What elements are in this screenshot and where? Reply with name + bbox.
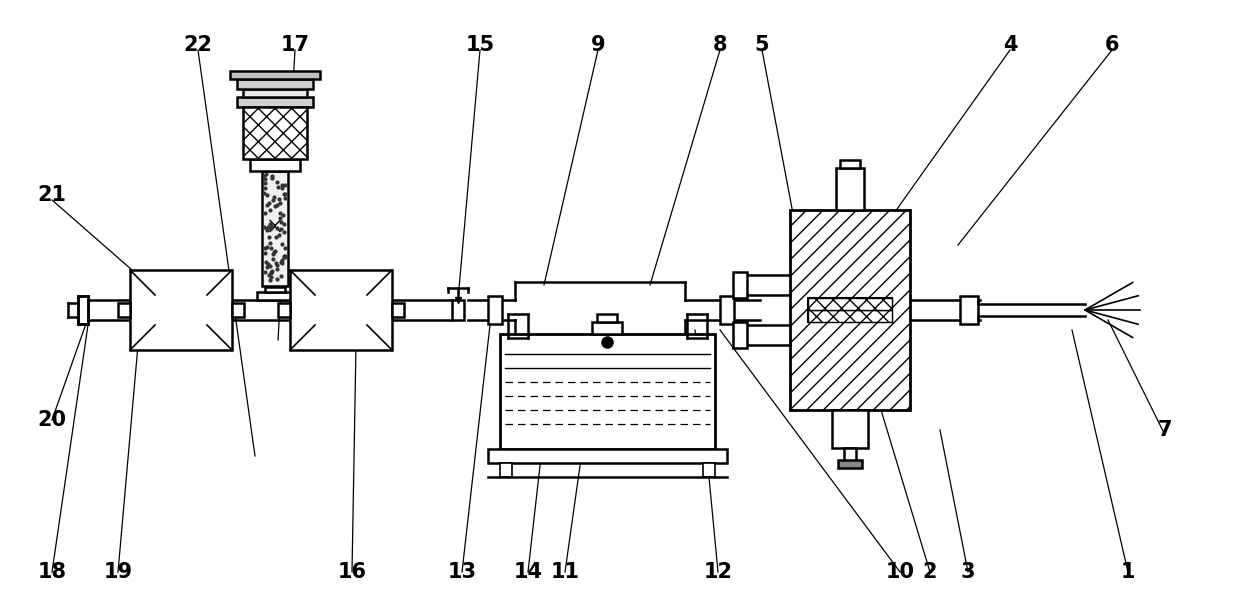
Bar <box>78 296 88 324</box>
Bar <box>844 448 856 462</box>
Bar <box>839 160 861 168</box>
Bar <box>237 79 312 89</box>
Text: 15: 15 <box>465 35 495 55</box>
Text: 6: 6 <box>1105 35 1120 55</box>
Bar <box>265 287 285 292</box>
Bar <box>489 449 727 463</box>
Bar <box>808 298 892 322</box>
Bar <box>720 296 734 324</box>
Bar <box>808 310 892 322</box>
Text: 22: 22 <box>184 35 212 55</box>
Text: 16: 16 <box>337 562 367 582</box>
Text: 20: 20 <box>37 410 67 430</box>
Text: 2: 2 <box>923 562 937 582</box>
Bar <box>733 322 746 348</box>
Bar <box>262 171 288 286</box>
Bar <box>290 270 392 350</box>
Bar <box>500 463 512 477</box>
Bar <box>232 303 244 317</box>
Text: 8: 8 <box>713 35 727 55</box>
Text: 7: 7 <box>1158 420 1172 440</box>
Text: 17: 17 <box>280 35 310 55</box>
Bar <box>243 89 308 97</box>
Text: 5: 5 <box>755 35 769 55</box>
Text: 19: 19 <box>103 562 133 582</box>
Text: 3: 3 <box>961 562 975 582</box>
Bar <box>257 292 293 300</box>
Text: 18: 18 <box>37 562 67 582</box>
Bar <box>591 322 622 334</box>
Bar <box>118 303 130 317</box>
Text: 1: 1 <box>1121 562 1136 582</box>
Bar <box>960 296 978 324</box>
Text: 11: 11 <box>551 562 579 582</box>
Bar <box>243 107 308 159</box>
Text: 10: 10 <box>885 562 915 582</box>
Bar <box>453 300 464 320</box>
Bar <box>836 168 864 210</box>
Bar <box>808 298 892 310</box>
Text: 13: 13 <box>448 562 476 582</box>
Bar <box>703 463 715 477</box>
Bar <box>392 303 404 317</box>
Bar <box>596 314 618 322</box>
Bar <box>489 296 502 324</box>
Bar <box>229 71 320 79</box>
Text: 21: 21 <box>37 185 67 205</box>
Bar <box>838 460 862 468</box>
Bar <box>250 159 300 171</box>
Bar <box>733 272 746 298</box>
Text: 9: 9 <box>590 35 605 55</box>
Bar <box>237 97 312 107</box>
Bar <box>130 270 232 350</box>
Bar <box>500 334 715 449</box>
Bar <box>278 303 290 317</box>
Text: 12: 12 <box>703 562 733 582</box>
Bar <box>832 410 868 448</box>
Text: 14: 14 <box>513 562 543 582</box>
Bar <box>790 210 910 410</box>
Text: 4: 4 <box>1003 35 1017 55</box>
